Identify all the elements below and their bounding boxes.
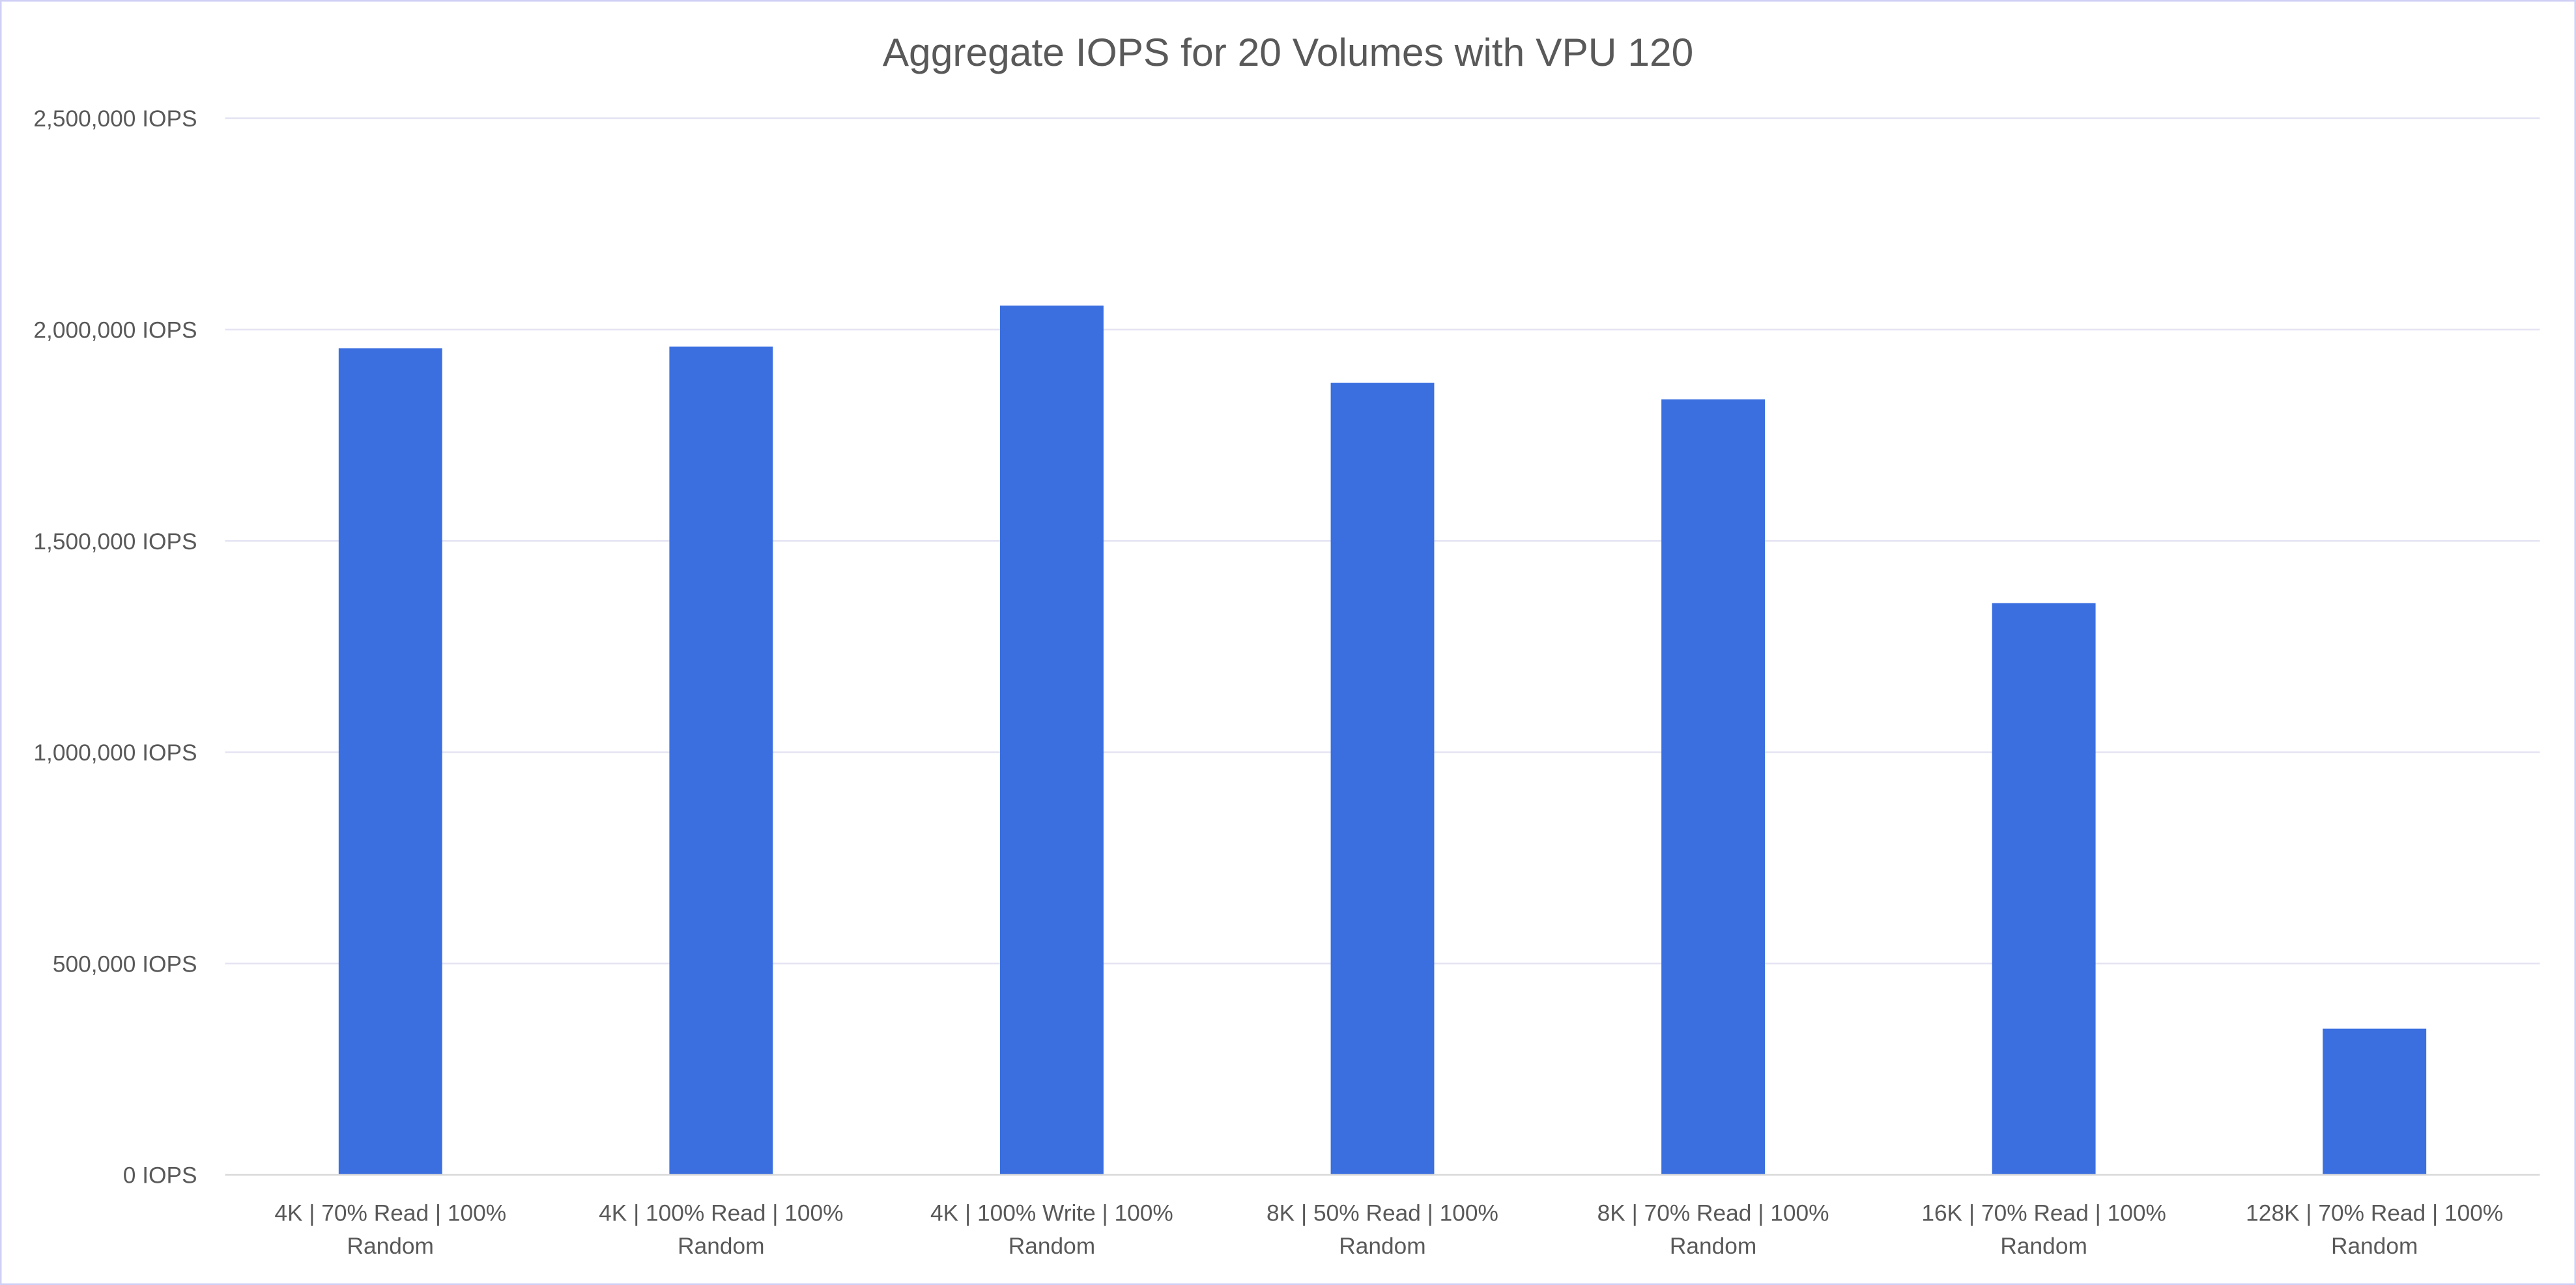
x-tick-label: 8K | 50% Read | 100% [1267,1201,1498,1226]
x-tick-label: 128K | 70% Read | 100% [2246,1201,2503,1226]
x-tick-label: 16K | 70% Read | 100% [1921,1201,2166,1226]
x-tick-label: Random [1670,1234,1756,1259]
bar [1661,399,1766,1176]
chart-title: Aggregate IOPS for 20 Volumes with VPU 1… [883,30,1694,74]
x-tick-label: Random [2000,1234,2087,1259]
y-tick-label: 2,000,000 IOPS [33,317,197,343]
y-tick-label: 500,000 IOPS [53,951,197,977]
x-tick-label: Random [2331,1234,2418,1259]
y-tick-label: 0 IOPS [123,1163,197,1189]
y-axis-ticks: 0 IOPS 500,000 IOPS 1,000,000 IOPS 1,500,00… [33,106,197,1188]
bar [669,346,773,1176]
y-tick-label: 1,000,000 IOPS [33,740,197,766]
x-tick-label: Random [1009,1234,1095,1259]
x-axis-ticks: 4K | 70% Read | 100% Random 4K | 100% Read… [274,1201,2503,1259]
bars [338,305,2427,1176]
x-tick-label: 4K | 70% Read | 100% [274,1201,506,1226]
x-tick-label: Random [1339,1234,1425,1259]
y-tick-label: 2,500,000 IOPS [33,106,197,132]
bar [1330,383,1435,1176]
bar [2323,1028,2427,1176]
x-tick-label: Random [678,1234,764,1259]
x-tick-label: 4K | 100% Write | 100% [930,1201,1173,1226]
x-tick-label: 4K | 100% Read | 100% [599,1201,843,1226]
x-tick-label: Random [347,1234,434,1259]
x-tick-label: 8K | 70% Read | 100% [1597,1201,1829,1226]
y-tick-label: 1,500,000 IOPS [33,529,197,555]
bar [999,305,1104,1176]
bar [338,348,442,1176]
bar [1992,603,2096,1176]
